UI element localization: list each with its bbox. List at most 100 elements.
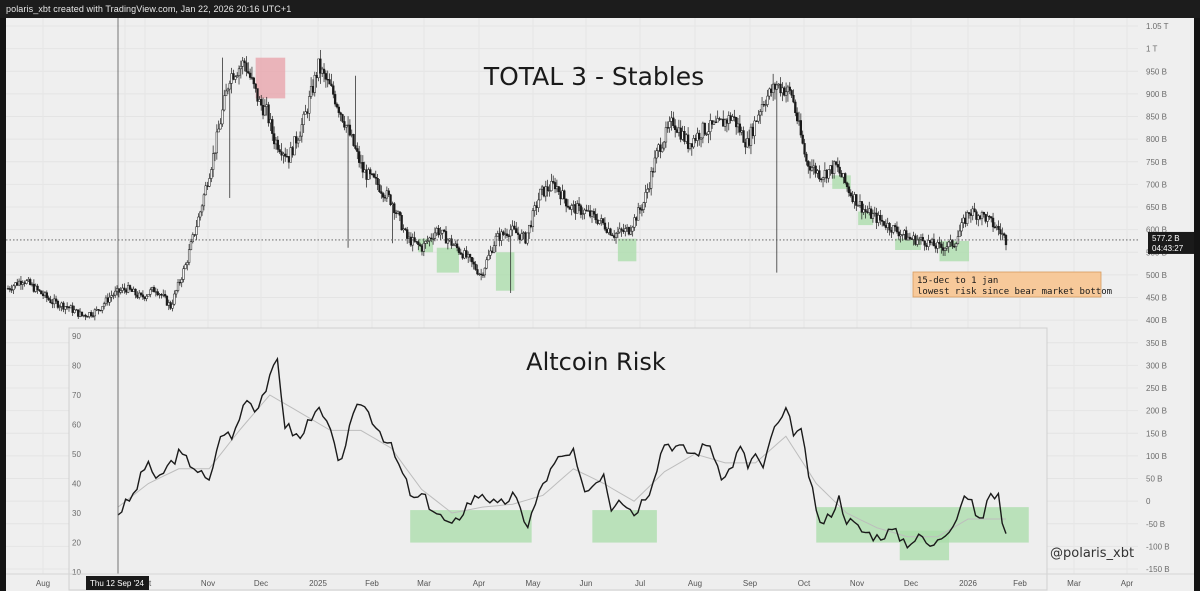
candle-down [443, 229, 446, 232]
candle-up [736, 123, 740, 128]
candle-down [881, 219, 884, 222]
candle-up [102, 303, 106, 307]
candle-up [496, 233, 499, 237]
candle-up [661, 147, 664, 152]
candle-down [248, 72, 252, 78]
candle-up [293, 136, 296, 156]
candle-up [489, 250, 492, 256]
candle-down [864, 209, 867, 212]
annotation-box: 15-dec to 1 jan lowest risk since bear m… [912, 271, 1112, 298]
candle-up [522, 232, 525, 234]
candle-down [770, 88, 773, 93]
candle-up [230, 73, 233, 84]
candle-up [221, 109, 224, 125]
candle-up [775, 84, 778, 90]
candle-down [967, 212, 971, 214]
candle-up [258, 99, 261, 102]
candle-down [470, 257, 474, 263]
candle-down [942, 247, 945, 251]
candle-up [441, 229, 444, 234]
candle-down [751, 126, 754, 137]
candle-down [91, 315, 95, 317]
candle-up [766, 95, 769, 105]
candle-up [182, 268, 185, 280]
candle-up [816, 170, 819, 174]
candle-up [213, 152, 217, 154]
candle-down [335, 103, 339, 108]
candle-up [509, 229, 512, 237]
candle-down [169, 302, 172, 309]
price-axis-label: 250 B [1146, 384, 1167, 393]
candle-down [969, 213, 973, 216]
candle-down [455, 243, 459, 249]
candle-down [714, 121, 717, 123]
candle-down [1004, 235, 1008, 246]
candle-down [735, 117, 738, 128]
price-axis-label: 800 B [1146, 135, 1167, 144]
candle-up [108, 296, 111, 303]
candle-up [576, 203, 579, 214]
price-axis-label: 1 T [1146, 45, 1158, 54]
time-axis-label: Nov [850, 579, 864, 588]
candle-down [311, 85, 315, 93]
candle-up [452, 244, 455, 247]
candle-up [945, 246, 949, 249]
candle-down [609, 228, 612, 236]
candle-up [211, 153, 215, 170]
crosshair-date-label: Thu 12 Sep '24 [90, 579, 145, 588]
candle-up [561, 190, 564, 200]
candle-down [163, 294, 167, 297]
candle-up [760, 104, 764, 112]
candle-down [934, 245, 937, 249]
candle-down [620, 228, 623, 231]
price-axis-label: 50 B [1146, 475, 1162, 484]
candle-up [167, 302, 170, 306]
candle-down [675, 129, 679, 133]
candle-down [383, 197, 387, 199]
candle-down [365, 169, 368, 180]
candle-down [357, 151, 361, 163]
candle-down [997, 226, 1000, 230]
candle-down [627, 227, 631, 235]
candle-down [398, 211, 401, 216]
candle-down [574, 204, 577, 214]
candle-down [372, 173, 376, 178]
time-x-axis: Aug Sep Oct Nov Dec 2025 Feb Mar Apr May Jun Jul Aug… [36, 579, 1134, 588]
candle-up [856, 205, 860, 207]
candle-up [531, 210, 535, 228]
candle-down [568, 206, 571, 210]
candle-up [158, 294, 161, 296]
candle-up [53, 298, 56, 305]
candle-down [49, 299, 52, 303]
candle-up [112, 294, 115, 297]
candle-up [528, 224, 531, 234]
candle-up [657, 144, 660, 152]
candle-up [175, 290, 178, 295]
candle-down [152, 287, 156, 293]
chart-title-total3: TOTAL 3 - Stables [483, 62, 704, 91]
candle-down [738, 123, 742, 133]
candle-up [688, 143, 692, 149]
candle-down [123, 287, 126, 291]
time-axis-label: Aug [688, 579, 702, 588]
candle-up [581, 213, 584, 215]
candle-up [30, 283, 34, 286]
candle-down [535, 205, 538, 208]
candle-up [980, 212, 984, 220]
candle-up [186, 262, 189, 266]
candle-down [319, 58, 322, 74]
candle-down [444, 231, 448, 244]
candle-up [797, 120, 801, 122]
candle-down [855, 194, 858, 206]
candle-up [768, 88, 771, 97]
candle-down [718, 118, 721, 120]
candle-up [862, 209, 865, 213]
candle-up [590, 211, 594, 217]
candle-down [125, 289, 128, 293]
candle-up [892, 225, 895, 233]
candle-down [799, 120, 803, 136]
candle-down [845, 182, 849, 188]
candle-up [202, 194, 206, 207]
candle-down [638, 207, 642, 210]
candle-up [171, 303, 174, 309]
